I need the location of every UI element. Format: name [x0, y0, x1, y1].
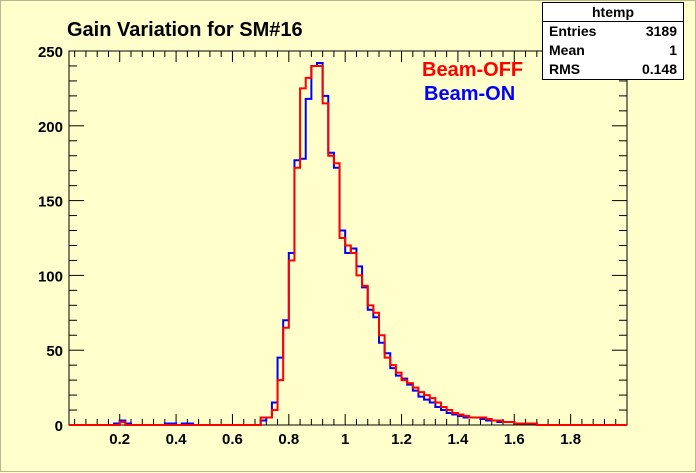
stats-rms-row: RMS 0.148: [543, 60, 683, 79]
stats-box: htemp Entries 3189 Mean 1 RMS 0.148: [542, 2, 684, 80]
stats-entries-value: 3189: [645, 23, 677, 39]
x-tick-label: 1.4: [447, 431, 469, 448]
legend-beam-off: Beam-OFF: [422, 59, 524, 81]
y-tick-label: 150: [38, 194, 63, 211]
x-tick-label: 1: [341, 431, 349, 448]
x-tick-label: 0.4: [166, 431, 188, 448]
x-tick-label: 1.6: [504, 431, 525, 448]
x-tick-label: 1.8: [560, 431, 581, 448]
chart-title: Gain Variation for SM#16: [67, 19, 303, 41]
y-tick-label: 200: [38, 119, 63, 136]
stats-rms-label: RMS: [549, 61, 581, 77]
y-tick-label: 250: [38, 44, 63, 61]
x-tick-label: 0.2: [109, 431, 130, 448]
stats-name: htemp: [543, 3, 683, 22]
histogram-series: [69, 61, 627, 426]
legend-beam-on: Beam-ON: [424, 83, 516, 105]
y-tick-label: 50: [46, 343, 63, 360]
series-beam-off: [69, 64, 627, 426]
y-tick-label: 0: [55, 418, 63, 435]
x-tick-label: 1.2: [391, 431, 412, 448]
stats-mean-label: Mean: [549, 42, 585, 58]
y-tick-label: 100: [38, 268, 63, 285]
plot-frame: [68, 50, 628, 426]
stats-mean-row: Mean 1: [543, 41, 683, 60]
x-tick-label: 0.8: [278, 431, 299, 448]
stats-rms-value: 0.148: [641, 61, 677, 77]
axis-ticks: 0.2 0.4 0.6 0.8 1 1.2 1.4 1.6 1.8 0 50 100 150 200 250: [38, 44, 627, 448]
stats-entries-label: Entries: [549, 23, 597, 39]
x-tick-label: 0.6: [222, 431, 243, 448]
stats-entries-row: Entries 3189: [543, 22, 683, 41]
stats-mean-value: 1: [669, 42, 677, 58]
